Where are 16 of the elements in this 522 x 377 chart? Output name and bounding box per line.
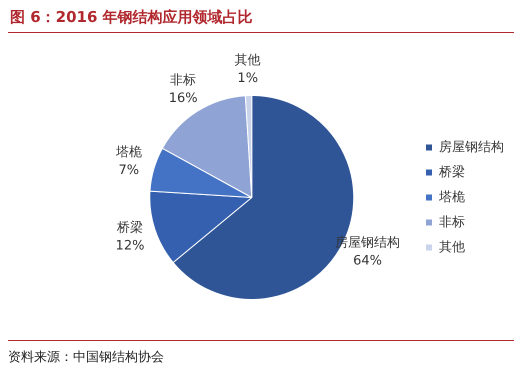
legend-label: 塔桅 bbox=[438, 190, 465, 205]
legend-label: 房屋钢结构 bbox=[439, 138, 504, 155]
legend-label: 其他 bbox=[439, 240, 465, 255]
legend-label: 非标 bbox=[439, 214, 465, 230]
slice-label: 其他 bbox=[234, 52, 261, 68]
data-label: 64% bbox=[353, 253, 382, 268]
data-label: 12% bbox=[116, 238, 144, 254]
chart-title: 图 6：2016 年钢结构应用领域占比 bbox=[8, 4, 514, 33]
data-label: 7% bbox=[118, 163, 140, 178]
slice-label: 非标 bbox=[170, 72, 196, 88]
text: 资料来源：中国钢结构协会 bbox=[8, 340, 514, 366]
legend-label: 桥梁 bbox=[438, 164, 465, 180]
data-label: 16% bbox=[168, 90, 198, 106]
data-label: 1% bbox=[237, 70, 258, 86]
slice-label: 塔桅 bbox=[114, 145, 142, 160]
slice-label: 桥梁 bbox=[116, 219, 144, 236]
